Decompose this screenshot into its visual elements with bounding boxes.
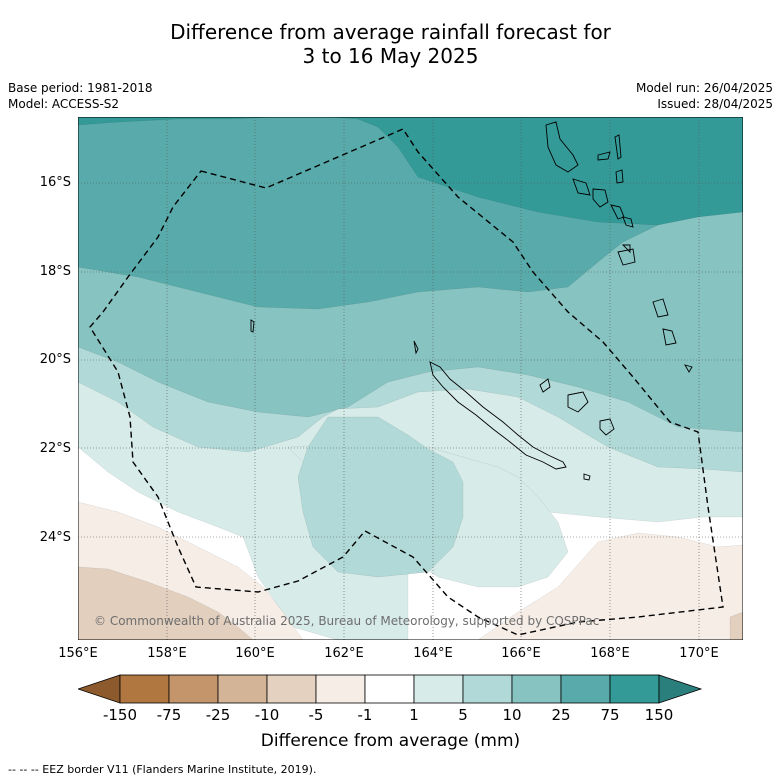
loyalty-island — [599, 418, 615, 436]
eez-border — [89, 128, 724, 636]
colorbar-tick-label: -1 — [357, 706, 373, 724]
colorbar-cell — [560, 674, 611, 704]
colorbar-extend-low — [78, 674, 121, 704]
colorbar-tick-label: -25 — [205, 706, 231, 724]
colorbar-tick-label: -75 — [156, 706, 182, 724]
colorbar-extend-high — [658, 674, 703, 704]
zone-tan-light-east — [477, 532, 743, 640]
lat-label-22s: 22°S — [39, 441, 71, 456]
vanuatu-island — [597, 151, 611, 161]
vanuatu-island — [621, 244, 631, 254]
model-name: Model: ACCESS-S2 — [8, 97, 120, 111]
islet — [250, 319, 255, 333]
loyalty-island — [539, 378, 551, 393]
lon-label-170e: 170°E — [679, 646, 719, 661]
zone-tan-dark-east — [729, 611, 743, 640]
lat-label-24s: 24°S — [39, 530, 71, 545]
colorbar-tick-label: -5 — [308, 706, 324, 724]
colorbar-tick-label: 5 — [458, 706, 468, 724]
rainfall-map — [78, 117, 743, 640]
eez-footnote: -- -- -- EEZ border V11 (Flanders Marine… — [8, 763, 317, 776]
colorbar-label: Difference from average (mm) — [260, 731, 521, 751]
colorbar-tick-label: -10 — [254, 706, 280, 724]
loyalty-island — [567, 391, 589, 413]
colorbar-cell — [511, 674, 562, 704]
colorbar-tick-label: 150 — [644, 706, 674, 724]
colorbar-cell — [168, 674, 219, 704]
copyright-notice: © Commonwealth of Australia 2025, Bureau… — [94, 614, 600, 628]
title-line-1: Difference from average rainfall forecas… — [170, 20, 611, 44]
colorbar-cell — [364, 674, 415, 704]
zone-tan-dark — [78, 566, 254, 640]
lon-label-156e: 156°E — [58, 646, 98, 661]
colorbar-cell — [217, 674, 268, 704]
islet — [583, 473, 591, 481]
vanuatu-island — [545, 121, 579, 173]
islet — [684, 364, 693, 373]
colorbar-tick-label: 25 — [551, 706, 571, 724]
islet — [413, 340, 419, 355]
colorbar — [78, 674, 703, 704]
colorbar-tick-label: -150 — [102, 706, 138, 724]
base-period: Base period: 1981-2018 — [8, 81, 153, 95]
new-caledonia-island — [429, 361, 567, 470]
meta-right: Model run: 26/04/2025 Issued: 28/04/2025 — [636, 80, 773, 112]
title-line-2: 3 to 16 May 2025 — [302, 44, 479, 68]
lon-label-158e: 158°E — [147, 646, 187, 661]
vanuatu-island — [572, 178, 591, 196]
graticule — [78, 117, 743, 640]
lon-label-166e: 166°E — [501, 646, 541, 661]
lat-label-16s: 16°S — [39, 175, 71, 190]
vanuatu-island — [615, 169, 624, 184]
lon-label-160e: 160°E — [235, 646, 275, 661]
islet — [652, 298, 669, 318]
lon-label-164e: 164°E — [413, 646, 453, 661]
map-title: Difference from average rainfall forecas… — [0, 20, 781, 68]
colorbar-cell — [413, 674, 464, 704]
meta-left: Base period: 1981-2018 Model: ACCESS-S2 — [8, 80, 153, 112]
islet — [662, 328, 677, 346]
vanuatu-island — [622, 216, 634, 228]
colorbar-tick-label: 1 — [409, 706, 419, 724]
vanuatu-island — [592, 188, 609, 208]
lat-label-18s: 18°S — [39, 264, 71, 279]
model-run: Model run: 26/04/2025 — [635, 81, 773, 95]
colorbar-cell — [315, 674, 366, 704]
colorbar-cell — [266, 674, 317, 704]
colorbar-cell — [119, 674, 170, 704]
colorbar-tick-label: 10 — [502, 706, 522, 724]
colorbar-cell — [609, 674, 660, 704]
lon-label-162e: 162°E — [324, 646, 364, 661]
vanuatu-island — [614, 134, 622, 160]
vanuatu-island — [617, 248, 636, 266]
issued-date: Issued: 28/04/2025 — [657, 97, 773, 111]
lon-label-168e: 168°E — [590, 646, 630, 661]
colorbar-tick-label: 75 — [600, 706, 620, 724]
lat-label-20s: 20°S — [39, 352, 71, 367]
colorbar-cell — [462, 674, 513, 704]
